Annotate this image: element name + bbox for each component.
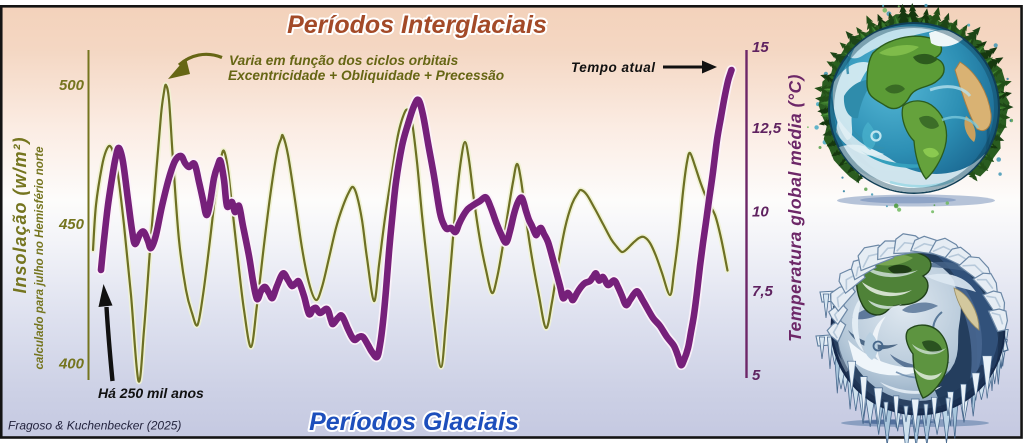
svg-text:10: 10	[752, 204, 769, 221]
svg-text:Períodos Interglaciais: Períodos Interglaciais	[287, 11, 547, 39]
svg-text:500: 500	[59, 77, 85, 94]
svg-text:Há 250 mil anos: Há 250 mil anos	[98, 385, 204, 401]
svg-text:Fragoso & Kuchenbecker (2025): Fragoso & Kuchenbecker (2025)	[8, 419, 181, 433]
svg-text:5: 5	[752, 367, 761, 384]
svg-text:calculado para julho no Hemisf: calculado para julho no Hemisfério norte	[34, 146, 46, 370]
svg-text:12,5: 12,5	[752, 120, 782, 137]
svg-text:15: 15	[752, 39, 769, 56]
svg-text:450: 450	[58, 216, 85, 233]
svg-text:Tempo atual: Tempo atual	[571, 60, 656, 75]
svg-text:Excentricidade + Obliquidade +: Excentricidade + Obliquidade + Precessão	[228, 68, 504, 83]
svg-text:Insolação (w/m²): Insolação (w/m²)	[10, 136, 30, 293]
svg-text:Temperatura global média (°C): Temperatura global média (°C)	[785, 74, 805, 342]
svg-text:7,5: 7,5	[752, 283, 774, 300]
svg-text:Períodos Glaciais: Períodos Glaciais	[309, 408, 519, 436]
svg-text:Varia em função dos ciclos orb: Varia em função dos ciclos orbitais	[229, 53, 459, 68]
svg-text:400: 400	[58, 356, 85, 373]
